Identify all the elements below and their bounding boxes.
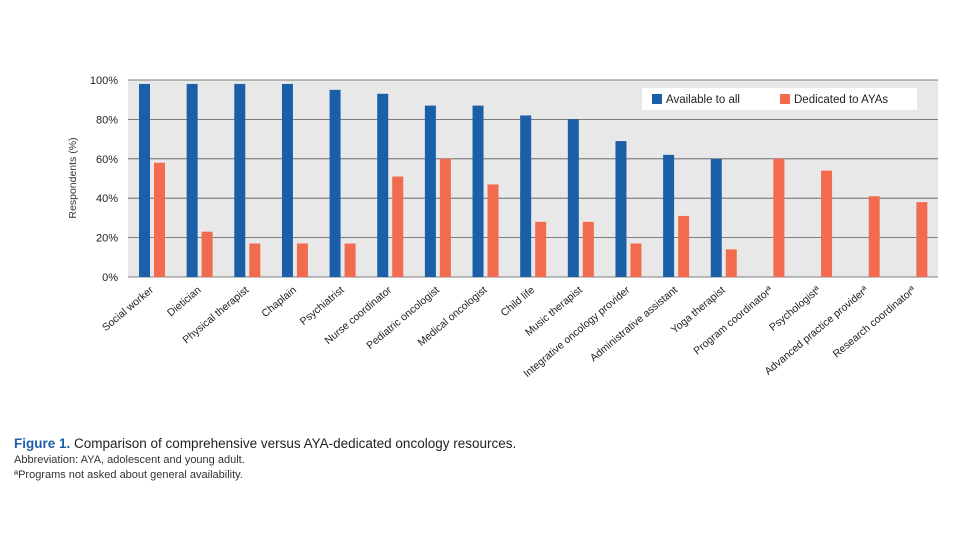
x-tick-label-social-worker: Social worker xyxy=(100,284,156,334)
bar-dedicated-psychiatrist xyxy=(344,243,356,277)
bar-available-integrative-oncology-provider xyxy=(615,141,627,277)
gridlines xyxy=(128,79,938,278)
bars xyxy=(139,83,928,278)
plot-area xyxy=(128,80,938,277)
bar-available-yoga-therapist xyxy=(710,158,722,277)
legend-swatch-dedicated xyxy=(780,94,790,104)
y-tick-label: 80% xyxy=(96,114,118,126)
bar-dedicated-psychologist xyxy=(821,170,833,277)
legend-label-available: Available to all xyxy=(666,94,740,106)
y-axis-label: Respondents (%) xyxy=(67,137,79,218)
bar-dedicated-research-coordinator xyxy=(916,202,928,277)
bar-dedicated-chaplain xyxy=(296,243,308,277)
bar-dedicated-administrative-assistant xyxy=(678,215,690,277)
legend-box xyxy=(642,88,917,110)
bar-available-psychiatrist xyxy=(329,89,341,277)
legend: Available to all Dedicated to AYAs xyxy=(642,88,917,110)
bar-chart: 0% 20% 40% 60% 80% 100% Respondents (%) Socia… xyxy=(67,75,938,380)
bar-dedicated-yoga-therapist xyxy=(725,249,737,277)
figure-label: Figure 1. xyxy=(14,436,71,451)
caption-abbreviation: Abbreviation: AYA, adolescent and young … xyxy=(14,454,245,466)
bar-dedicated-dietician xyxy=(201,231,213,277)
y-tick-labels: 0% 20% 40% 60% 80% 100% xyxy=(90,75,118,284)
bar-dedicated-music-therapist xyxy=(582,221,594,277)
x-tick-label-child-life: Child life xyxy=(499,284,538,319)
bar-available-child-life xyxy=(520,115,532,278)
bar-available-chaplain xyxy=(281,83,293,277)
bar-dedicated-physical-therapist xyxy=(249,243,261,277)
bar-dedicated-social-worker xyxy=(154,162,165,277)
bar-dedicated-pediatric-oncologist xyxy=(439,158,451,277)
x-tick-label-dietician: Dietician xyxy=(165,284,204,319)
bar-dedicated-integrative-oncology-provider xyxy=(630,243,642,277)
bar-dedicated-program-coordinator xyxy=(773,158,785,277)
x-tick-label-chaplain: Chaplain xyxy=(259,284,299,320)
bar-available-social-worker xyxy=(139,83,150,277)
caption-title: Figure 1. Comparison of comprehensive ve… xyxy=(14,436,914,451)
x-tick-label-research-coordinator: Research coordinatorª xyxy=(831,284,919,360)
bar-available-nurse-coordinator xyxy=(377,93,389,277)
x-tick-label-administrative-assistant: Administrative assistant xyxy=(588,284,680,364)
bar-available-music-therapist xyxy=(567,119,579,278)
y-tick-label: 20% xyxy=(96,233,118,245)
bar-available-administrative-assistant xyxy=(663,154,675,277)
caption-footnote: ªPrograms not asked about general availa… xyxy=(14,469,243,481)
bar-dedicated-child-life xyxy=(535,221,547,277)
figure-text: Comparison of comprehensive versus AYA-d… xyxy=(70,436,517,451)
bar-dedicated-nurse-coordinator xyxy=(392,176,404,277)
x-tick-label-psychiatrist: Psychiatrist xyxy=(298,284,347,328)
y-tick-label: 0% xyxy=(102,272,118,284)
legend-label-dedicated: Dedicated to AYAs xyxy=(794,94,888,106)
x-tick-label-program-coordinator: Program coordinatorª xyxy=(691,284,775,357)
bar-available-physical-therapist xyxy=(234,83,246,277)
bar-dedicated-advanced-practice-provider xyxy=(868,196,880,277)
figure-caption: Figure 1. Comparison of comprehensive ve… xyxy=(14,436,914,481)
y-tick-label: 40% xyxy=(96,193,118,205)
y-tick-label: 60% xyxy=(96,154,118,166)
bar-available-dietician xyxy=(186,83,198,277)
legend-swatch-available xyxy=(652,94,662,104)
bar-dedicated-medical-oncologist xyxy=(487,184,499,277)
bar-available-pediatric-oncologist xyxy=(424,105,436,277)
bar-available-medical-oncologist xyxy=(472,105,484,277)
y-tick-label: 100% xyxy=(90,75,118,87)
